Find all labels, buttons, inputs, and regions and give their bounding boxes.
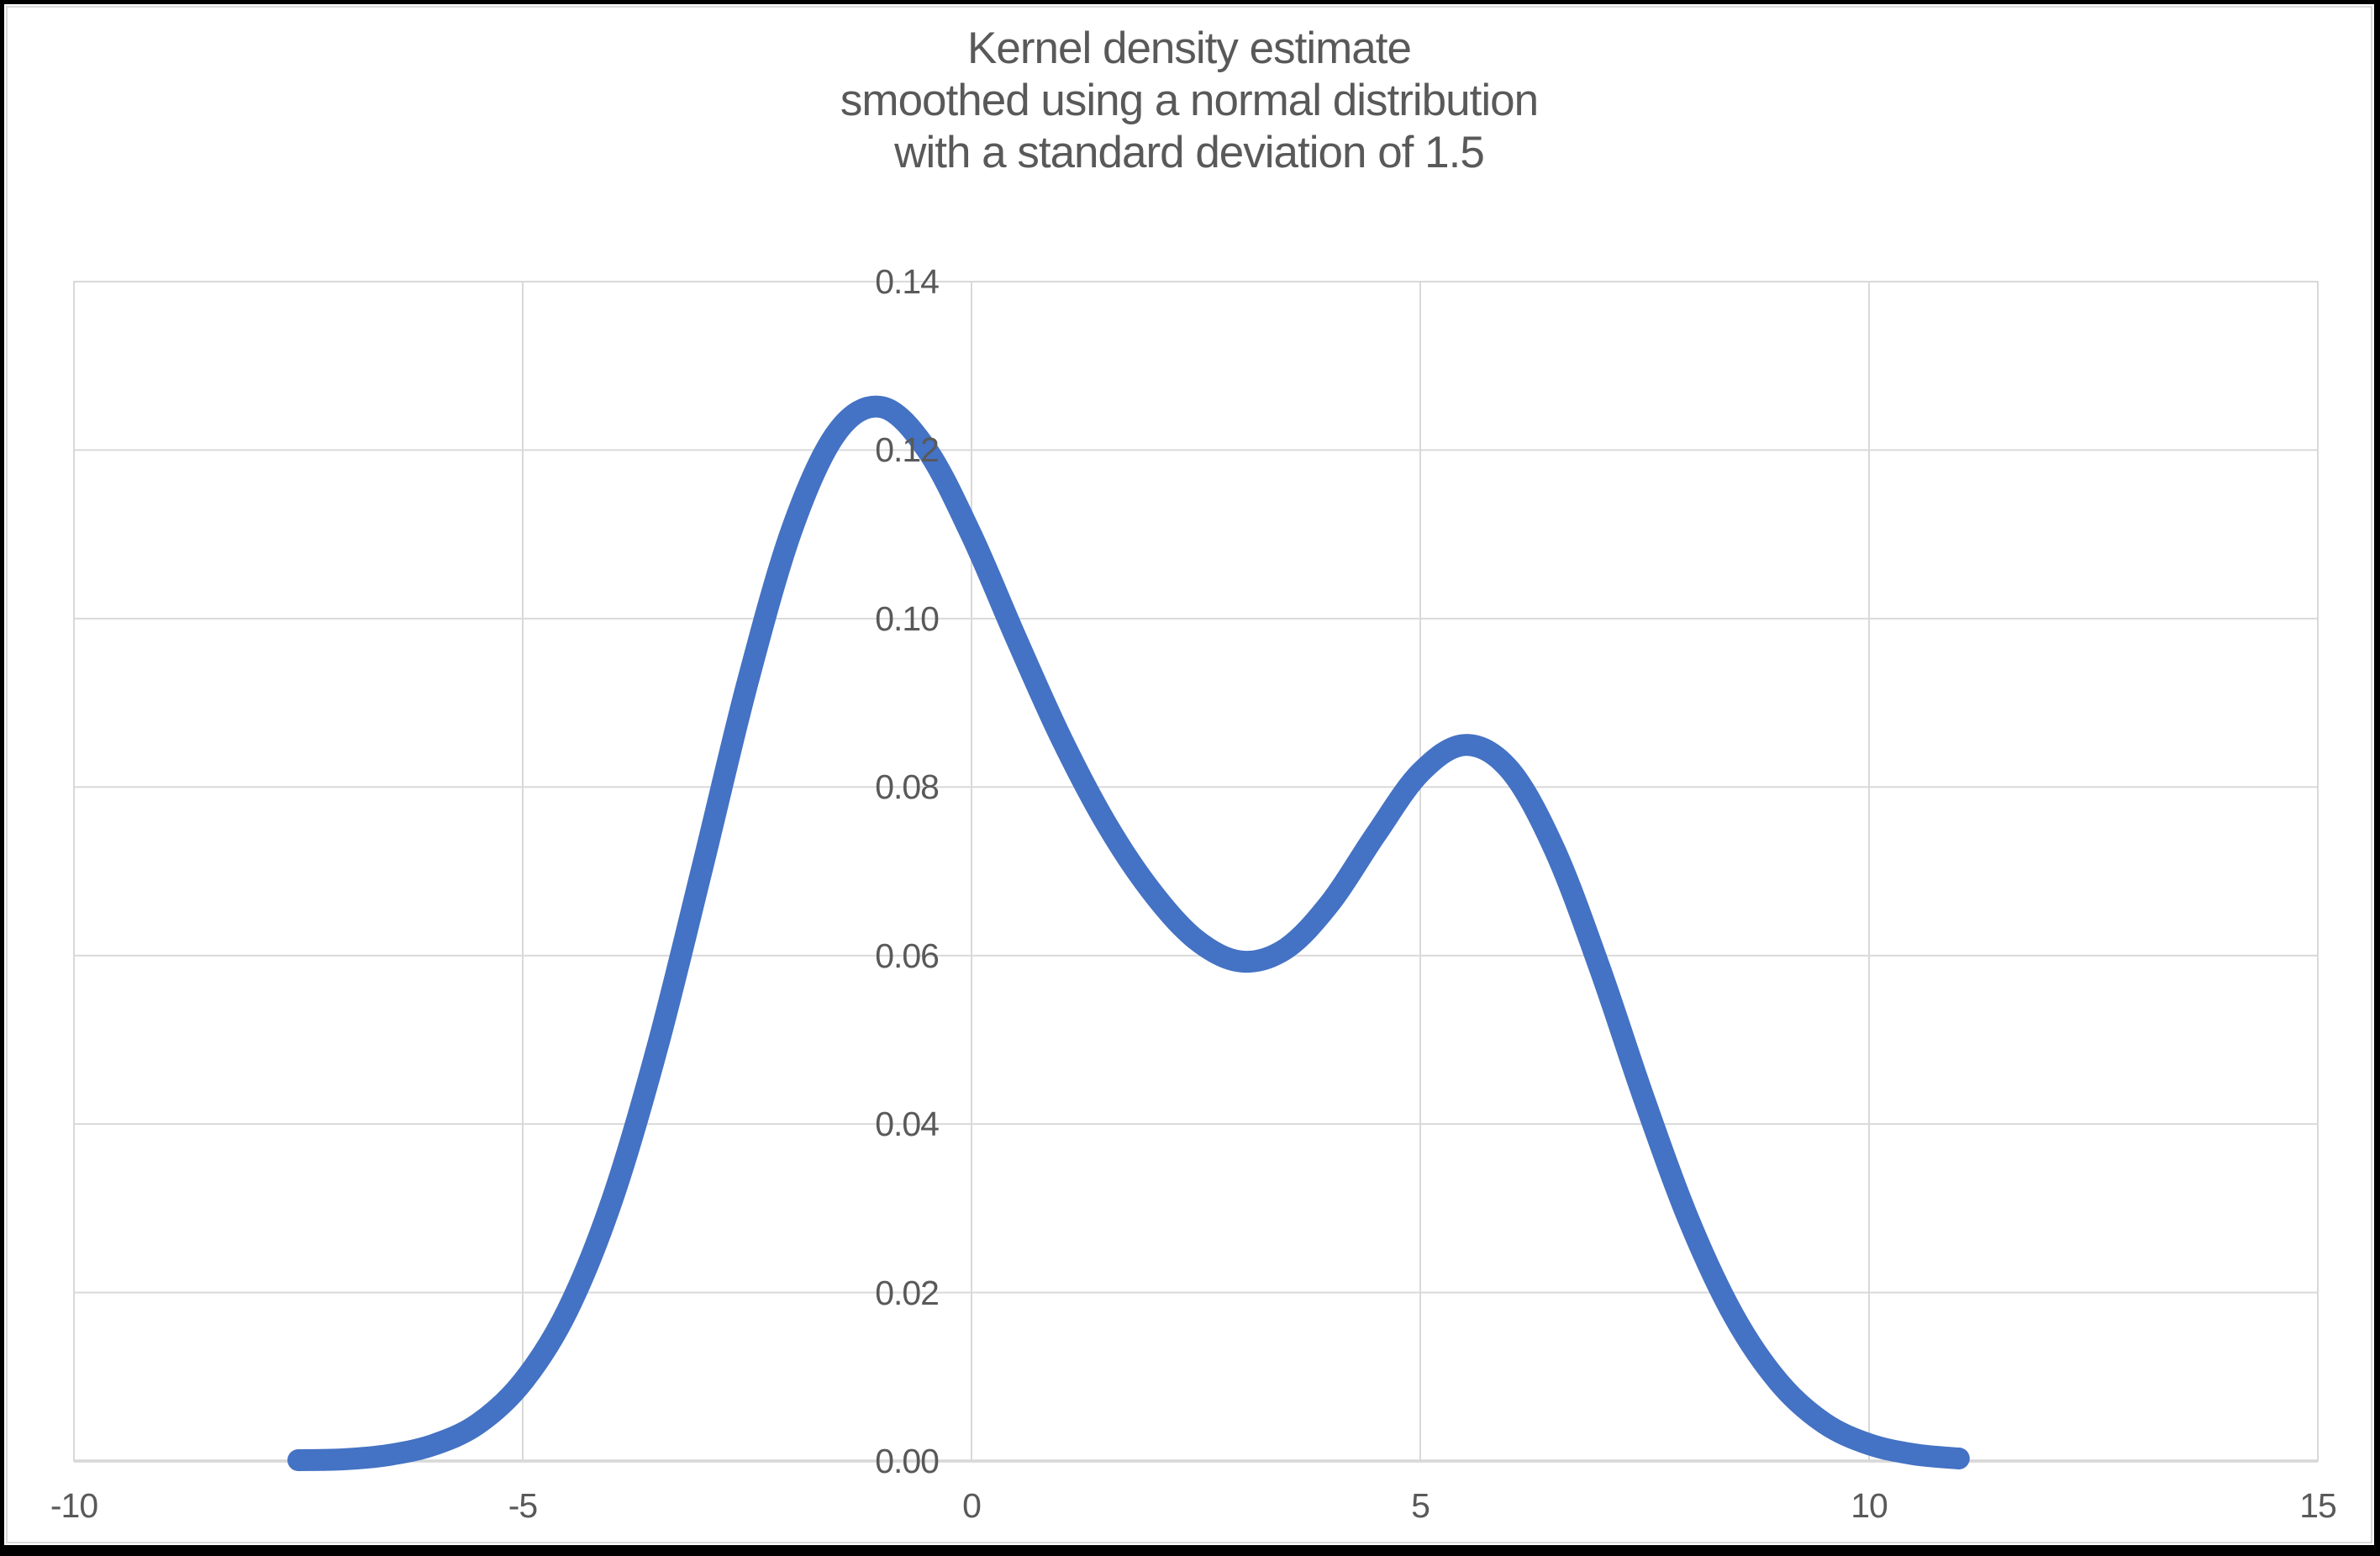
chart-title-line-3: with a standard deviation of 1.5 <box>894 128 1485 177</box>
plot-canvas <box>73 281 2319 1471</box>
chart-area <box>6 6 2372 1543</box>
x-tick-label: 0 <box>962 1486 982 1525</box>
x-tick-label: 5 <box>1411 1486 1430 1525</box>
x-tick-label: -10 <box>50 1486 98 1525</box>
kde-curve <box>287 395 1970 1471</box>
y-tick-label: 0.00 <box>875 1442 940 1480</box>
y-tick-label: 0.10 <box>875 599 940 638</box>
x-tick-label: 10 <box>1851 1486 1888 1525</box>
y-tick-label: 0.06 <box>875 936 940 975</box>
chart-title-line-2: smoothed using a normal distribution <box>840 76 1539 125</box>
plot-area-border <box>73 281 2319 1462</box>
y-tick-label: 0.14 <box>875 262 940 301</box>
y-tick-label: 0.12 <box>875 430 940 470</box>
chart-title-line-1: Kernel density estimate <box>967 24 1412 73</box>
x-tick-label: 15 <box>2299 1486 2337 1525</box>
chart-title: Kernel density estimate smoothed using a… <box>4 23 2374 179</box>
y-tick-label: 0.08 <box>875 767 940 807</box>
y-tick-label: 0.02 <box>875 1273 940 1312</box>
y-tick-label: 0.04 <box>875 1105 940 1144</box>
x-tick-label: -5 <box>508 1486 538 1525</box>
